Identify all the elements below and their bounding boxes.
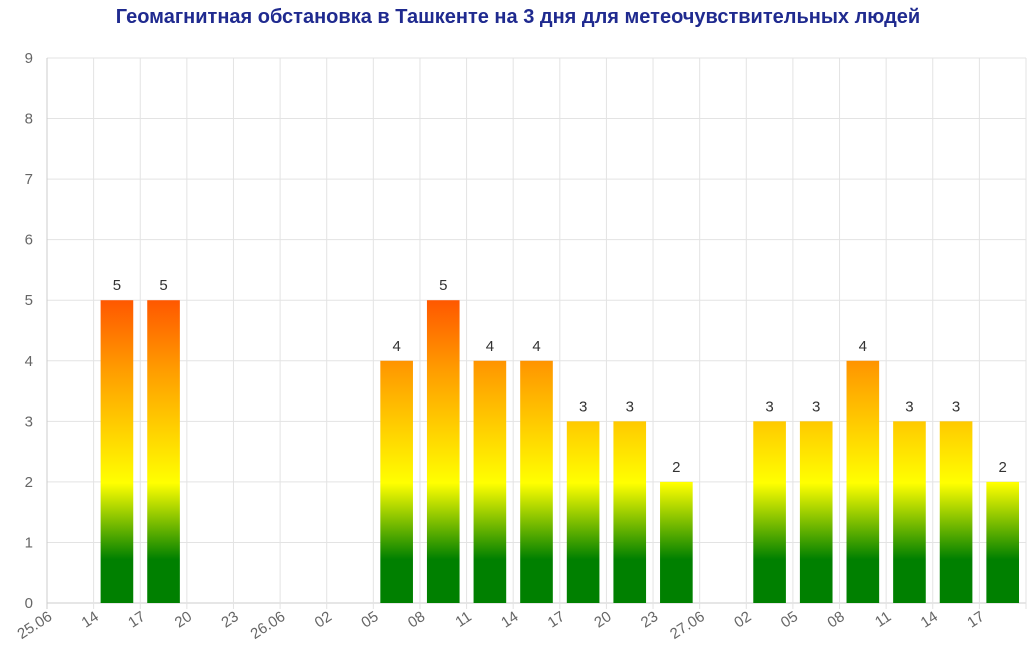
- x-tick-label: 14: [79, 608, 102, 631]
- y-axis: 0 1 2 3 4 5 6 7 8 9: [25, 50, 33, 612]
- bar: [380, 360, 413, 603]
- y-tick-label: 2: [25, 474, 33, 491]
- x-axis: 25.06 14 17 20 23 26.06 02 05 08 11 14 17 20 23 27.06 0…: [14, 608, 987, 643]
- y-tick-label: 3: [25, 413, 33, 430]
- y-tick-label: 7: [25, 171, 33, 188]
- bar: [893, 421, 926, 603]
- x-tick-label: 23: [638, 608, 661, 631]
- bar-value-label: 5: [439, 277, 447, 294]
- y-tick-label: 8: [25, 111, 33, 128]
- bar-value-label: 4: [486, 338, 494, 355]
- y-tick-label: 9: [25, 50, 33, 67]
- x-tick-label: 08: [405, 608, 428, 631]
- x-tick-label: 14: [918, 608, 941, 631]
- bar: [846, 360, 880, 603]
- bar: [799, 421, 833, 603]
- bar: [426, 300, 460, 603]
- bar-value-label: 3: [765, 398, 773, 415]
- bars: [100, 300, 1020, 603]
- x-tick-label: 05: [358, 608, 381, 631]
- bar: [613, 421, 647, 603]
- x-tick-label: 25.06: [14, 608, 55, 643]
- bar-value-label: 3: [952, 398, 960, 415]
- bar: [753, 421, 786, 603]
- data-labels: 5 5 4 5 4 4 3 3 2 3 3 4 3 3 2: [113, 277, 1007, 476]
- bar: [520, 360, 553, 603]
- bar: [100, 300, 134, 603]
- x-tick-label: 20: [172, 608, 195, 631]
- bar: [473, 360, 507, 603]
- bar-value-label: 3: [579, 398, 587, 415]
- bar-value-label: 3: [626, 398, 634, 415]
- x-tick-label: 17: [545, 608, 568, 631]
- bar-value-label: 3: [905, 398, 913, 415]
- x-tick-label: 17: [125, 608, 148, 631]
- x-tick-label: 14: [498, 608, 521, 631]
- y-tick-label: 6: [25, 232, 33, 249]
- bar: [939, 421, 973, 603]
- x-tick-label: 02: [312, 608, 335, 631]
- x-tick-label: 05: [778, 608, 801, 631]
- bar-value-label: 5: [113, 277, 121, 294]
- bar: [660, 481, 693, 603]
- x-tick-label: 11: [872, 608, 894, 631]
- x-tick-label: 26.06: [248, 608, 289, 643]
- y-tick-label: 1: [25, 534, 33, 551]
- bar-value-label: 2: [999, 459, 1007, 476]
- y-tick-label: 4: [25, 353, 33, 370]
- y-tick-label: 5: [25, 292, 33, 309]
- x-tick-label: 23: [218, 608, 241, 631]
- x-tick-label: 02: [731, 608, 754, 631]
- x-tick-label: 27.06: [667, 608, 708, 643]
- y-tick-label: 0: [25, 595, 33, 612]
- bar: [566, 421, 600, 603]
- x-tick-label: 20: [591, 608, 614, 631]
- bar-value-label: 4: [532, 338, 540, 355]
- chart-title: Геомагнитная обстановка в Ташкенте на 3 …: [115, 6, 921, 28]
- bar: [147, 300, 180, 603]
- bar-value-label: 4: [392, 338, 400, 355]
- bar-value-label: 3: [812, 398, 820, 415]
- x-tick-label: 17: [964, 608, 987, 631]
- bar-value-label: 4: [859, 338, 867, 355]
- x-tick-label: 11: [452, 608, 474, 631]
- bar: [986, 481, 1020, 603]
- bar-value-label: 2: [672, 459, 680, 476]
- x-tick-label: 08: [824, 608, 847, 631]
- bar-value-label: 5: [159, 277, 167, 294]
